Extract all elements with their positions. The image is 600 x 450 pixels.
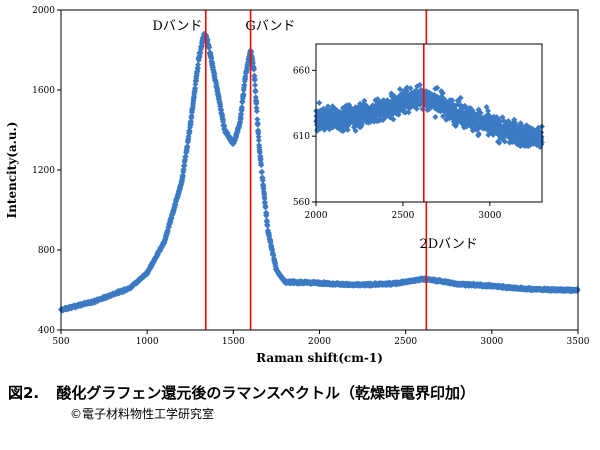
main-data-point: [179, 173, 186, 180]
figure-credit: ©電子材料物性工学研究室: [70, 407, 215, 421]
main-data-point: [258, 168, 265, 175]
main-data-point: [190, 98, 197, 105]
main-data-point: [261, 191, 268, 198]
main-data-point: [261, 195, 268, 202]
y-axis-label: Intencity(a.u.): [5, 122, 19, 219]
main-x-tick-label: 3500: [567, 337, 590, 347]
main-data-point: [264, 222, 271, 229]
main-data-point: [198, 42, 205, 49]
x-axis-label: Raman shift(cm-1): [256, 351, 383, 365]
band-annotation-2: 2Dバンド: [419, 237, 477, 252]
main-data-point: [184, 143, 191, 150]
main-data-point: [243, 66, 250, 73]
figure-caption: 図2. 酸化グラフェン還元後のラマンスペクトル（乾燥時電界印加）: [8, 382, 475, 403]
main-data-point: [254, 119, 261, 126]
main-x-tick-label: 500: [52, 337, 69, 347]
main-data-point: [252, 88, 259, 95]
inset-x-tick-label: 3000: [478, 211, 501, 221]
main-data-point: [256, 149, 263, 156]
main-data-point: [261, 199, 268, 206]
main-data-points: [58, 30, 581, 314]
main-data-point: [240, 91, 247, 98]
main-data-point: [267, 237, 274, 244]
main-y-tick-label: 2000: [32, 6, 55, 16]
inset-y-tick-label: 660: [293, 66, 310, 76]
main-data-point: [188, 109, 195, 116]
main-data-point: [192, 85, 199, 92]
main-data-point: [240, 86, 247, 93]
main-data-point: [263, 219, 270, 226]
main-data-point: [189, 102, 196, 109]
inset-x-tick-label: 2500: [391, 211, 414, 221]
main-data-point: [206, 44, 213, 51]
main-data-point: [181, 162, 188, 169]
main-data-point: [251, 75, 258, 82]
main-data-point: [188, 114, 195, 121]
inset-x-tick-label: 2000: [305, 211, 328, 221]
main-x-tick-label: 2000: [308, 337, 331, 347]
main-data-point: [250, 66, 257, 73]
main-data-point: [238, 104, 245, 111]
inset-y-tick-label: 560: [293, 198, 310, 208]
main-data-point: [237, 116, 244, 123]
main-data-point: [182, 153, 189, 160]
main-y-tick-label: 800: [38, 246, 55, 256]
main-x-tick-label: 2500: [394, 337, 417, 347]
raman-spectrum-chart: 500 1000 1500 2000 2500 3000 3500 400 800 1200 160…: [5, 6, 590, 365]
main-x-tick-label: 1500: [222, 337, 245, 347]
main-data-point: [255, 137, 262, 144]
band-annotation-0: Dバンド: [152, 19, 202, 34]
main-data-point: [214, 86, 221, 93]
figure-title: 酸化グラフェン還元後のラマンスペクトル（乾燥時電界印加）: [56, 384, 476, 402]
main-y-tick-label: 400: [38, 326, 55, 336]
main-y-tick-label: 1200: [32, 166, 55, 176]
main-data-point: [260, 185, 267, 192]
main-data-point: [251, 72, 258, 79]
main-data-point: [258, 162, 265, 169]
main-data-point: [257, 155, 264, 162]
main-data-point: [259, 177, 266, 184]
main-data-point: [263, 212, 270, 219]
main-data-point: [241, 82, 248, 89]
main-data-point: [253, 99, 260, 106]
band-annotation-1: Gバンド: [245, 19, 295, 34]
main-data-point: [253, 108, 260, 115]
main-data-point: [255, 130, 262, 137]
main-data-point: [252, 82, 259, 89]
inset-y-tick-label: 610: [293, 132, 310, 142]
main-x-tick-label: 1000: [136, 337, 159, 347]
main-y-tick-label: 1600: [32, 86, 55, 96]
main-data-point: [186, 128, 193, 135]
figure-number: 図2.: [8, 384, 40, 402]
main-data-point: [254, 116, 261, 123]
main-data-point: [262, 204, 269, 211]
main-data-point: [238, 107, 245, 114]
main-data-point: [255, 133, 262, 140]
main-data-point: [195, 61, 202, 68]
main-x-tick-label: 3000: [480, 337, 503, 347]
